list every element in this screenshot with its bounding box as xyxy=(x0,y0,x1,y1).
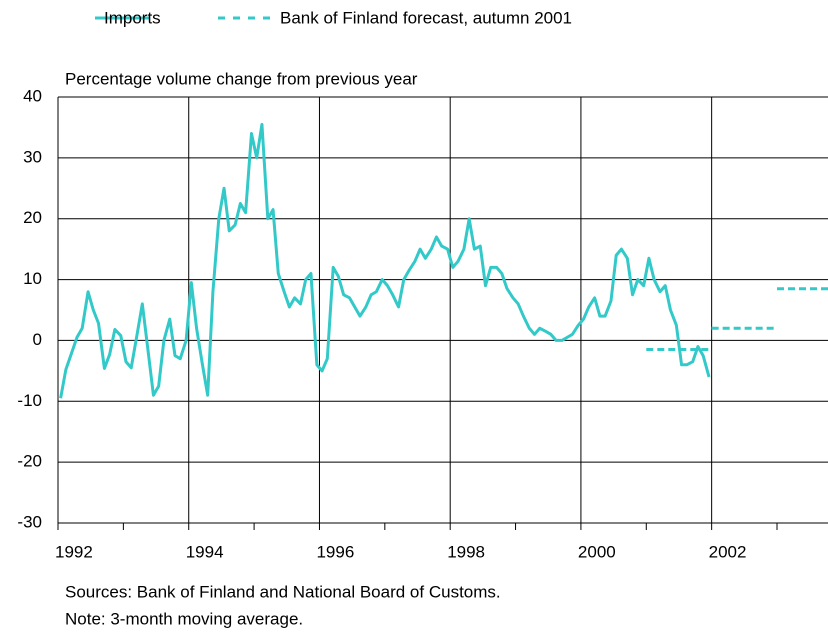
y-tick-label: 0 xyxy=(33,330,42,349)
y-tick-label: -10 xyxy=(17,391,42,410)
y-tick-label: -20 xyxy=(17,452,42,471)
y-tick-label: -30 xyxy=(17,512,42,531)
y-tick-label: 40 xyxy=(23,86,42,105)
y-tick-label: 10 xyxy=(23,269,42,288)
x-tick-label: 1992 xyxy=(55,542,93,561)
footnote: Note: 3-month moving average. xyxy=(65,609,303,628)
y-axis-label: Percentage volume change from previous y… xyxy=(65,69,418,88)
x-tick-label: 1994 xyxy=(186,542,224,561)
y-tick-label: 20 xyxy=(23,208,42,227)
source-note: Sources: Bank of Finland and National Bo… xyxy=(65,582,501,601)
x-tick-label: 2000 xyxy=(578,542,616,561)
x-tick-label: 2002 xyxy=(709,542,747,561)
y-tick-label: 30 xyxy=(23,147,42,166)
legend-label: Bank of Finland forecast, autumn 2001 xyxy=(280,8,572,27)
x-tick-label: 1996 xyxy=(316,542,354,561)
imports-line xyxy=(59,122,711,399)
x-tick-label: 1998 xyxy=(447,542,485,561)
legend-label: Imports xyxy=(104,8,161,27)
